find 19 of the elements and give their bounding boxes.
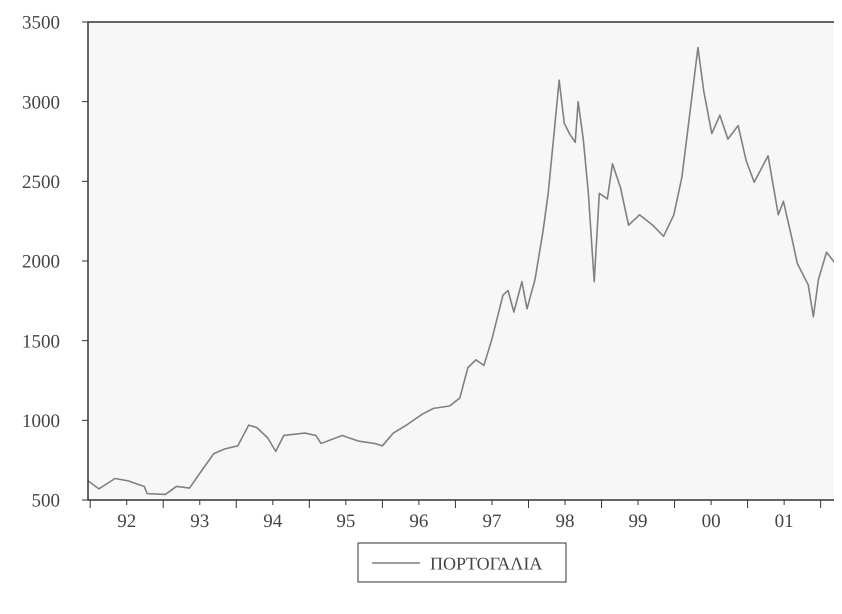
x-tick-label: 99 (628, 511, 648, 532)
x-tick-label: 95 (336, 511, 356, 532)
x-tick-label: 00 (702, 511, 721, 532)
x-tick-label: 92 (117, 511, 136, 532)
y-tick-label: 3500 (22, 12, 60, 34)
x-tick-label: 98 (555, 511, 574, 532)
y-tick-label: 2500 (22, 172, 60, 193)
x-tick-label: 01 (774, 511, 794, 532)
y-tick-label: 1500 (22, 331, 60, 352)
x-tick-label: 96 (409, 511, 428, 532)
x-tick-label: 94 (263, 511, 283, 532)
legend-label: ΠΟΡΤΟΓΑΛΙΑ (430, 553, 542, 574)
y-tick-label: 3000 (22, 92, 60, 114)
y-tick-label: 1000 (22, 410, 60, 432)
line-series (87, 46, 834, 496)
x-tick-label: 93 (190, 511, 210, 532)
x-tick-label: 97 (482, 511, 502, 532)
y-tick-label: 2000 (22, 252, 60, 273)
y-tick-label: 500 (32, 490, 60, 512)
